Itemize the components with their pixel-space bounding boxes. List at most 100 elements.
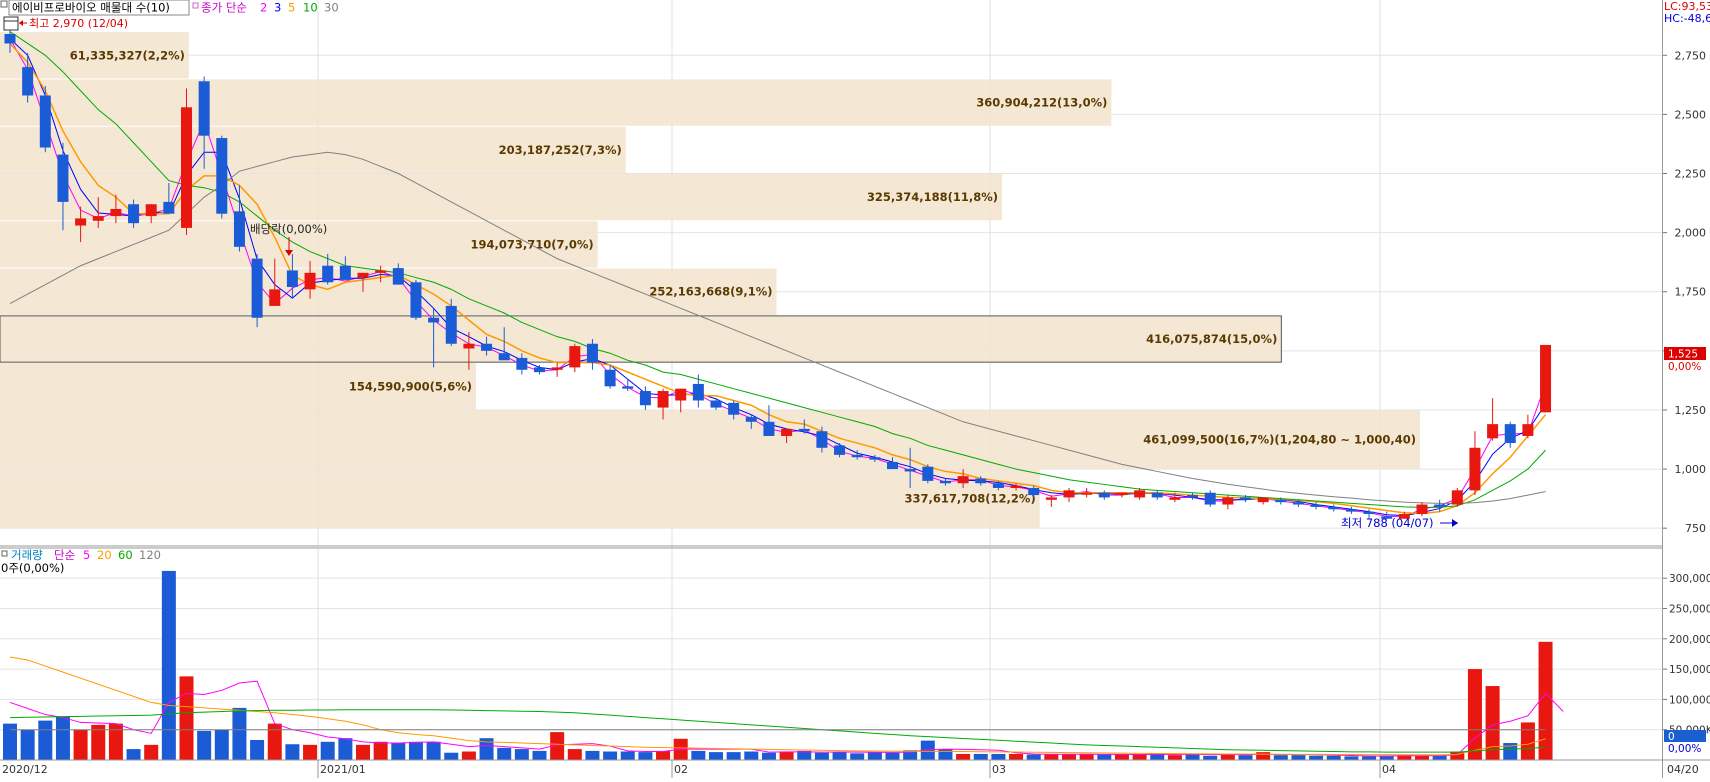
candle-body [286, 270, 298, 288]
candle-body [428, 317, 440, 323]
volume-bar [1256, 752, 1271, 760]
candle-body [1504, 424, 1516, 444]
price-legend: 에이비프로바이오 매물대 수(10) 종가 단순 2 3 5 10 30 [0, 0, 339, 16]
candle-body [728, 402, 740, 415]
volume-ma-20: 20 [97, 548, 112, 562]
calendar-icon[interactable] [3, 16, 19, 31]
volume-bar [1097, 754, 1112, 760]
volume-title: 거래량 [11, 548, 43, 562]
candle-body [939, 480, 951, 484]
candle-body [339, 265, 351, 280]
high-label: 최고 2,970 (12/04) [29, 17, 128, 30]
candle-body [516, 357, 528, 370]
date-label: 2021/01 [320, 763, 366, 776]
candle-body [1257, 497, 1269, 503]
volume-bar [1044, 754, 1059, 760]
volume-bar [850, 753, 865, 760]
current-volume-change: 0,00% [1668, 743, 1701, 755]
volume-bar [1150, 753, 1165, 760]
volume-panel [0, 548, 1662, 761]
candle-body [233, 211, 245, 247]
volume-bar [1503, 743, 1518, 760]
candle-body [1134, 490, 1146, 498]
date-label: 02 [674, 763, 688, 776]
volume-tick-label: 200,000 [1669, 634, 1710, 646]
high-arrowhead-icon [19, 20, 23, 26]
candle-body [198, 81, 210, 136]
volume-bar [1220, 754, 1235, 760]
volume-bar [197, 730, 212, 760]
volume-bar [144, 744, 159, 760]
legend-box-icon[interactable] [0, 0, 8, 8]
profile-bar [0, 410, 1420, 469]
profile-label: 252,163,668(9,1%) [649, 285, 772, 299]
candle-body [4, 34, 16, 44]
title-frame[interactable] [8, 0, 190, 16]
volume-bar [391, 743, 406, 760]
volume-bar [797, 750, 812, 760]
volume-ma-120: 120 [139, 548, 161, 562]
volume-legend-icon[interactable] [1, 550, 8, 557]
volume-y-axis: 300,000250,000200,000150,000100,00050,00… [1662, 573, 1710, 737]
volume-bar [514, 749, 529, 760]
volume-ma-20-line [9, 656, 1546, 756]
volume-bar [903, 750, 918, 760]
candle-body [622, 386, 634, 389]
date-axis: 2020/12 2021/01 02 03 04 04/20 [2, 760, 1699, 778]
candles [4, 24, 1552, 520]
candle-body [745, 417, 757, 422]
candle-body [975, 478, 987, 484]
candle-body [75, 218, 87, 226]
date-label: 03 [992, 763, 1006, 776]
candle-body [1540, 344, 1552, 413]
volume-bar [1520, 722, 1535, 760]
candle-body [569, 346, 581, 368]
candle-body [145, 204, 157, 217]
volume-bar [1485, 686, 1500, 760]
profile-label: 154,590,900(5,6%) [349, 379, 472, 393]
volume-bar [532, 750, 547, 760]
volume-bar [1432, 755, 1447, 760]
volume-bar [1291, 755, 1306, 760]
candle-body [957, 476, 969, 484]
candle-body [1363, 511, 1375, 514]
candle-body [92, 216, 104, 221]
candle-body [1487, 424, 1499, 439]
candle-body [1222, 497, 1234, 505]
volume-bar [638, 752, 653, 760]
candle-body [639, 391, 651, 406]
ma-period-5: 5 [288, 1, 295, 15]
date-label: 04 [1382, 763, 1396, 776]
volume-bar [338, 738, 353, 760]
volume-bar [1185, 753, 1200, 760]
ma-label: 종가 단순 [201, 1, 247, 15]
candle-body [304, 272, 316, 290]
price-y-axis: 2,7502,5002,2502,0001,7501,5001,2501,000… [1662, 49, 1706, 535]
volume-bar [1203, 755, 1218, 760]
volume-bar [1273, 755, 1288, 760]
candle-body [392, 268, 404, 285]
candle-body [834, 445, 846, 455]
volume-bar [832, 752, 847, 760]
candle-body [675, 388, 687, 401]
candle-body [1381, 516, 1393, 519]
profile-bar [0, 126, 626, 174]
profile-bar [0, 363, 477, 410]
profile-label: 61,335,327(2,2%) [70, 48, 185, 62]
candle-body [1275, 499, 1287, 503]
volume-bar [779, 751, 794, 760]
ma-period-3: 3 [274, 1, 281, 15]
candle-body [1028, 487, 1040, 496]
candle-body [163, 201, 175, 214]
volume-bar [73, 729, 88, 760]
candle-body [1416, 504, 1428, 514]
volume-bar [885, 752, 900, 760]
dividend-label: 배당락(0,00%) [250, 222, 327, 236]
volume-bar [356, 744, 370, 760]
candle-body [216, 138, 228, 214]
candle-body [657, 391, 669, 408]
price-tick-label: 1,250 [1675, 404, 1707, 417]
low-label: 최저 788 (04/07) [1341, 516, 1434, 530]
candle-body [851, 454, 863, 458]
